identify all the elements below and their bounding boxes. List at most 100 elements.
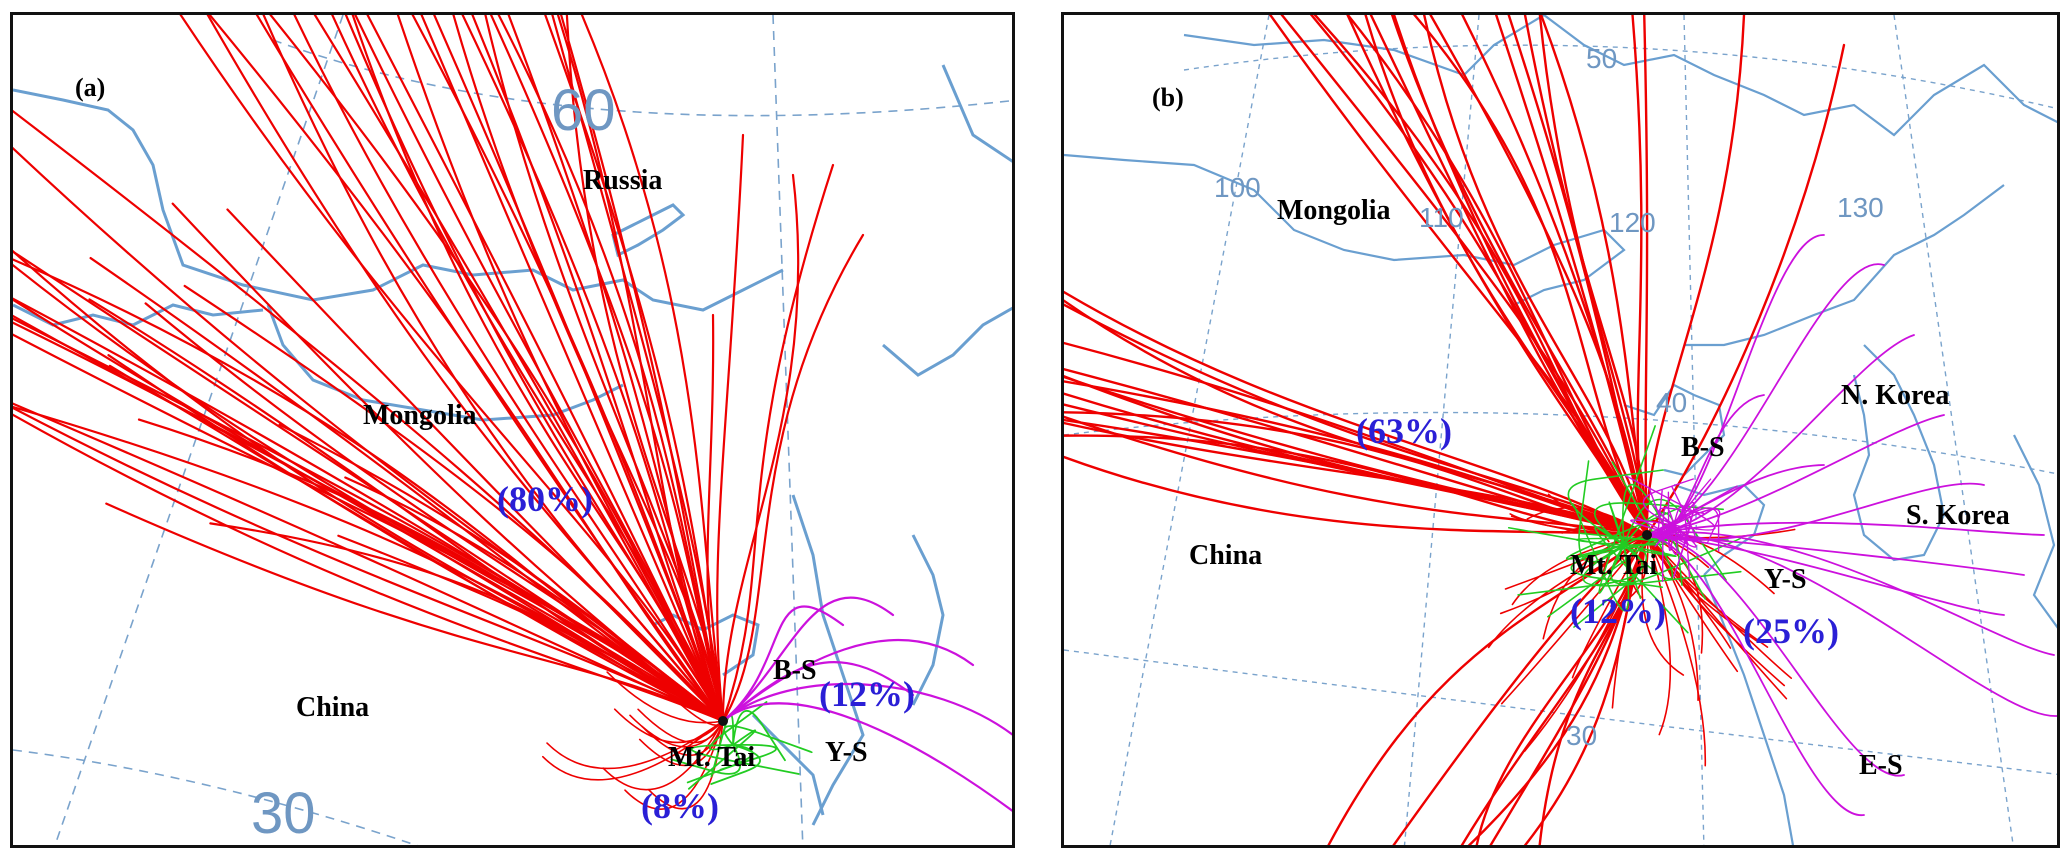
trajectory-long-range-a xyxy=(629,714,724,748)
trajectory-long-range-a xyxy=(420,15,725,723)
trajectory-marine-b xyxy=(1646,533,2057,717)
trajectory-marine-a xyxy=(721,660,915,723)
percent-label-local-b: (12%) xyxy=(1570,591,1666,631)
trajectory-long-range-b xyxy=(1523,534,1648,752)
graticule-label-lat60: 60 xyxy=(551,78,616,143)
trajectory-local-a xyxy=(686,744,754,784)
trajectory-long-range-a xyxy=(105,502,725,723)
trajectory-long-range-a xyxy=(13,109,725,723)
trajectory-long-range-a xyxy=(13,314,725,723)
lat-line-30-a xyxy=(13,749,418,845)
trajectory-marine-b xyxy=(1646,521,2045,536)
graticule-b xyxy=(1064,15,2057,845)
trajectory-marine-a xyxy=(721,605,845,723)
trajectory-marine-b xyxy=(1673,505,1691,578)
map-panel-b: (b) Mongolia China N. Korea S. Korea B-S… xyxy=(1061,12,2060,848)
lon-line-100 xyxy=(1109,15,1270,845)
graticule-label-lon100: 100 xyxy=(1214,172,1261,203)
map-panel-a: (a) Russia Mongolia China B-S Mt. Tai Y-… xyxy=(10,12,1015,848)
graticule-label-lat30-b: 30 xyxy=(1566,720,1598,751)
trajectory-long-range-b xyxy=(1064,374,1649,537)
trajectory-marine-a xyxy=(721,702,1012,812)
trajectory-long-range-a xyxy=(542,720,724,781)
trajectory-marine-b xyxy=(1642,478,1694,526)
trajectory-long-range-b xyxy=(1645,15,1746,537)
trajectory-long-range-b xyxy=(1423,15,1649,537)
border-china-nkorea xyxy=(1684,184,2005,347)
trajectory-long-range-a xyxy=(293,15,725,723)
trajectory-long-range-b xyxy=(1641,534,1685,676)
trajectory-long-range-a xyxy=(606,671,724,724)
trajectory-long-range-b xyxy=(1392,15,1649,537)
lat-line-60-a xyxy=(272,39,1012,117)
site-label-es: E-S xyxy=(1859,750,1903,781)
trajectory-marine-b xyxy=(1667,491,1675,551)
trajectory-local-b xyxy=(1608,501,1642,600)
percent-label-long-range-a: (80%) xyxy=(497,479,593,519)
trajectory-long-range-b xyxy=(1064,290,1649,537)
lat-line-30-b xyxy=(1064,649,2057,775)
graticule-label-lat50: 50 xyxy=(1586,43,1618,74)
percent-label-local-a: (8%) xyxy=(641,786,719,826)
trajectory-long-range-a xyxy=(484,15,725,723)
trajectory-long-range-b xyxy=(1646,534,1788,700)
trajectory-local-b xyxy=(1570,544,1664,588)
trajectory-marine-b xyxy=(1673,508,1721,544)
trajectory-long-range-a xyxy=(716,133,745,723)
trajectory-marine-b xyxy=(1646,263,1885,536)
trajectory-long-range-b xyxy=(1643,15,1649,537)
coastline-b xyxy=(1064,15,2057,845)
trajectory-marine-b xyxy=(1646,531,2055,656)
site-label-ys-b: Y-S xyxy=(1764,564,1807,595)
trajectory-long-range-a xyxy=(497,15,725,723)
coast-japan-b xyxy=(2013,434,2057,629)
trajectory-long-range-b xyxy=(1064,403,1649,537)
site-label-mt-tai-a: Mt. Tai xyxy=(668,742,756,773)
border-russia-mongolia-b xyxy=(1183,15,1545,77)
graticule-label-lat30-a: 30 xyxy=(251,781,316,846)
trajectory-long-range-a xyxy=(613,708,724,744)
trajectory-long-range-a xyxy=(171,202,725,723)
trajectory-long-range-b xyxy=(1280,15,1649,537)
trajectory-map-a xyxy=(13,15,1012,845)
region-label-mongolia-a: Mongolia xyxy=(363,400,477,431)
trajectory-long-range-b xyxy=(1646,534,1707,767)
trajectory-long-range-a xyxy=(331,15,725,723)
coast-korea xyxy=(911,534,945,706)
trajectory-long-range-a xyxy=(721,173,800,723)
border-mongolia-china-b xyxy=(1064,153,1626,306)
graticule-label-lon120: 120 xyxy=(1609,207,1656,238)
border-russia-mongolia xyxy=(13,88,784,312)
trajectory-local-b xyxy=(1579,532,1668,546)
trajectory-long-range-a xyxy=(344,15,725,723)
trajectory-long-range-b xyxy=(1645,43,1846,537)
panel-label-a: (a) xyxy=(75,73,106,102)
trajectory-marine-b xyxy=(1673,507,1720,552)
percent-label-long-range-b: (63%) xyxy=(1356,411,1452,451)
trajectory-long-range-b xyxy=(1412,15,1649,537)
trajectory-long-range-b xyxy=(1064,303,1649,537)
trajectory-long-range-b xyxy=(1392,533,1649,845)
trajectory-long-range-a xyxy=(313,15,725,723)
trajectory-local-b xyxy=(1622,483,1706,600)
trajectory-marine-a xyxy=(721,683,1012,736)
trajectory-local-b xyxy=(1567,469,1664,546)
trajectory-local-b xyxy=(1611,461,1674,580)
coast-east-b xyxy=(1702,574,1795,845)
trajectory-marine-b xyxy=(1646,394,1765,539)
region-label-s-korea: S. Korea xyxy=(1906,500,2010,531)
trajectory-long-range-b xyxy=(1611,534,1648,709)
trajectory-long-range-b xyxy=(1571,534,1648,679)
region-label-china-b: China xyxy=(1189,540,1263,571)
trajectory-long-range-a xyxy=(179,15,725,723)
trajectory-long-range-a xyxy=(269,15,725,723)
trajectory-local-b xyxy=(1571,538,1675,559)
region-label-russia: Russia xyxy=(583,165,663,196)
lon-line-a-1 xyxy=(54,15,344,845)
trajectory-long-range-b xyxy=(1646,534,1672,736)
trajectory-long-range-a xyxy=(602,720,724,791)
trajectory-marine-a xyxy=(721,596,895,723)
coast-northeast xyxy=(882,64,1012,377)
trajectory-long-range-a xyxy=(255,15,725,723)
mt-tai-marker-b xyxy=(1642,530,1652,540)
